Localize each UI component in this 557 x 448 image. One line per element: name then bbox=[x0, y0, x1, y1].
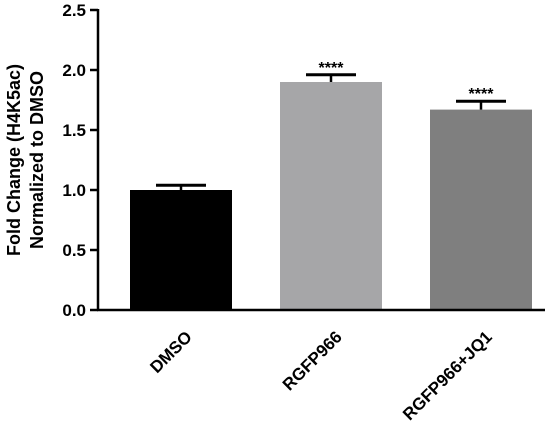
y-tick-label: 0.0 bbox=[62, 301, 86, 320]
x-category-label: RGFP966+JQ1 bbox=[399, 327, 496, 424]
y-tick-label: 1.5 bbox=[62, 121, 86, 140]
bar-dmso bbox=[130, 190, 232, 310]
y-axis-ticks: 0.0 0.5 1.0 1.5 2.0 2.5 bbox=[62, 1, 98, 320]
significance-annotation: **** bbox=[469, 86, 495, 103]
significance-annotation: **** bbox=[319, 60, 345, 77]
y-tick-label: 2.0 bbox=[62, 61, 86, 80]
x-axis-labels: DMSO RGFP966 RGFP966+JQ1 bbox=[146, 327, 495, 424]
y-tick-label: 2.5 bbox=[62, 1, 86, 20]
x-category-label: DMSO bbox=[146, 327, 195, 376]
bar-rgfp966-jq1 bbox=[430, 109, 532, 310]
y-tick-label: 1.0 bbox=[62, 181, 86, 200]
bar-rgfp966 bbox=[280, 82, 382, 310]
y-axis-label-line-1: Fold Change (H4K5ac) bbox=[4, 64, 24, 256]
y-axis-label: Fold Change (H4K5ac) Normalized to DMSO bbox=[4, 64, 47, 256]
x-category-label: RGFP966 bbox=[279, 327, 346, 394]
bars: **** **** bbox=[130, 60, 532, 310]
y-tick-label: 0.5 bbox=[62, 241, 86, 260]
y-axis-label-line-2: Normalized to DMSO bbox=[27, 71, 47, 249]
